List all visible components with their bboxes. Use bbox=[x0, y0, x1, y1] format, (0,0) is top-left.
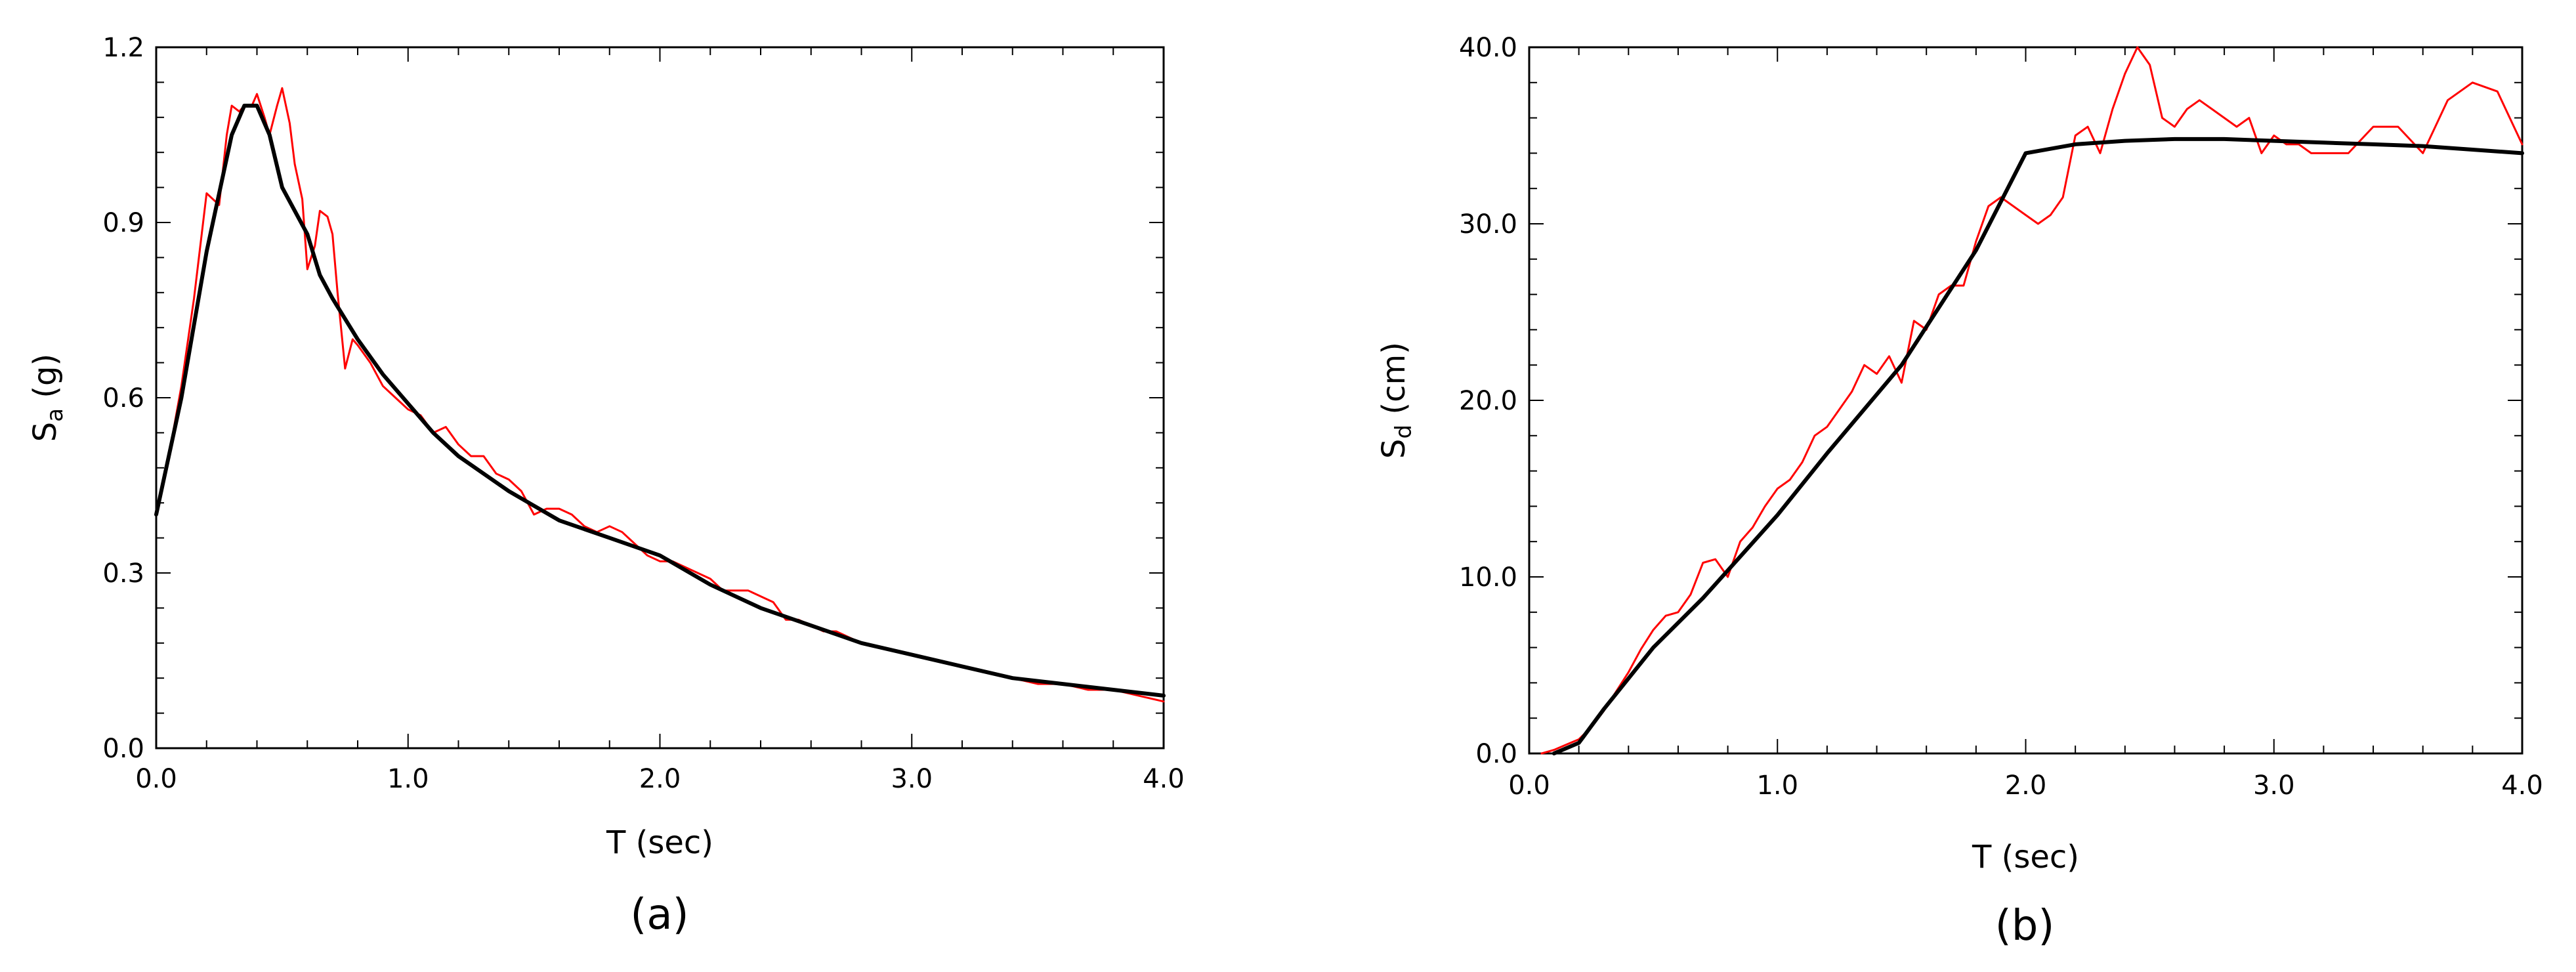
x-axis-title: T (sec) bbox=[1972, 839, 2079, 876]
x-tick-label: 0.0 bbox=[135, 764, 177, 794]
x-tick-label: 4.0 bbox=[2501, 771, 2543, 801]
chart-panel-a: 0.0 1.0 2.0 3.0 4.0 0.0 0.3 0.6 0.9 1.2 T (sec) Sa … bbox=[27, 33, 1185, 939]
y-tick-label: 20.0 bbox=[1459, 386, 1517, 416]
x-tick-label: 3.0 bbox=[891, 764, 933, 794]
y-axis-title: Sd (cm) bbox=[1376, 342, 1417, 459]
y-tick-label: 0.3 bbox=[102, 559, 144, 589]
y-tick-label: 40.0 bbox=[1459, 33, 1517, 63]
y-axis-title: Sa (g) bbox=[27, 354, 68, 442]
y-tick-label: 10.0 bbox=[1459, 562, 1517, 593]
series-line-red bbox=[1540, 46, 2523, 755]
x-tick-label: 4.0 bbox=[1143, 764, 1185, 794]
panel-label: (b) bbox=[1995, 902, 2055, 950]
panel-label: (a) bbox=[630, 891, 688, 939]
y-tick-label: 30.0 bbox=[1459, 209, 1517, 240]
y-tick-label: 0.9 bbox=[102, 208, 144, 238]
y-tick-label: 0.6 bbox=[102, 383, 144, 413]
y-axis-subscript: d bbox=[1391, 425, 1417, 439]
x-tick-label: 1.0 bbox=[1756, 771, 1798, 801]
series-line-black bbox=[1552, 137, 2524, 755]
y-axis-subscript: a bbox=[42, 408, 68, 422]
x-tick-label: 2.0 bbox=[639, 764, 681, 794]
x-tick-label: 0.0 bbox=[1508, 771, 1550, 801]
series-line-black bbox=[154, 104, 1166, 698]
x-tick-label: 2.0 bbox=[2005, 771, 2047, 801]
y-tick-label: 0.0 bbox=[102, 734, 144, 764]
x-axis-title: T (sec) bbox=[606, 824, 713, 861]
y-axis-symbol: S bbox=[27, 422, 64, 442]
y-axis-symbol: S bbox=[1376, 438, 1412, 458]
y-tick-label: 0.0 bbox=[1475, 739, 1517, 769]
x-tick-label: 3.0 bbox=[2253, 771, 2295, 801]
chart-panel-b: 0.0 1.0 2.0 3.0 4.0 0.0 10.0 20.0 30.0 40.0 T (sec… bbox=[1376, 33, 2543, 950]
x-tick-label: 1.0 bbox=[387, 764, 429, 794]
y-tick-label: 1.2 bbox=[102, 33, 144, 63]
y-axis-unit: (cm) bbox=[1376, 342, 1412, 425]
y-axis-unit: (g) bbox=[27, 354, 64, 408]
